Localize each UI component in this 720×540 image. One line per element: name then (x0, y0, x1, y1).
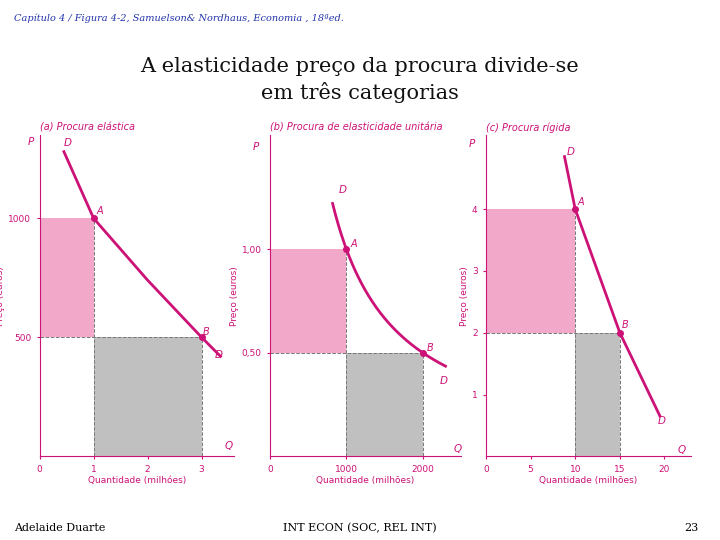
Text: (c) Procura rígida: (c) Procura rígida (486, 123, 570, 133)
Bar (270, 249, 346, 353)
Text: A: A (351, 239, 358, 249)
X-axis label: Quantidade (milhões): Quantidade (milhões) (539, 476, 638, 485)
Text: B: B (427, 342, 434, 353)
Text: P: P (27, 137, 34, 146)
Text: (a) Procura elástica: (a) Procura elástica (40, 123, 135, 133)
Text: D: D (338, 185, 346, 195)
Text: A elasticidade preço da procura divide-se
em três categorias: A elasticidade preço da procura divide-s… (140, 57, 580, 103)
Bar (486, 209, 575, 333)
Text: Adelaide Duarte: Adelaide Duarte (14, 523, 106, 533)
Text: Q: Q (453, 444, 462, 454)
Bar (40, 218, 94, 338)
Y-axis label: Preço (euros): Preço (euros) (460, 266, 469, 326)
Text: A: A (96, 206, 104, 215)
Text: D: D (440, 376, 448, 386)
Text: Capítulo 4 / Figura 4-2, Samuelson& Nordhaus, Economia , 18ªed.: Capítulo 4 / Figura 4-2, Samuelson& Nord… (14, 14, 344, 23)
Text: P: P (253, 141, 258, 152)
Bar (346, 353, 423, 456)
Y-axis label: Preço (euros): Preço (euros) (0, 266, 6, 326)
Text: D: D (215, 349, 223, 360)
Text: D: D (567, 147, 575, 157)
Text: (b) Procura de elasticidade unitária: (b) Procura de elasticidade unitária (270, 123, 443, 133)
Text: Q: Q (225, 441, 233, 451)
Text: D: D (658, 416, 666, 426)
Text: B: B (621, 320, 629, 330)
Bar (575, 333, 620, 456)
Bar (94, 338, 202, 456)
X-axis label: Quantidade (milhóes): Quantidade (milhóes) (88, 476, 186, 485)
Text: P: P (469, 139, 475, 150)
Text: Q: Q (678, 445, 686, 455)
Text: INT ECON (SOC, REL INT): INT ECON (SOC, REL INT) (283, 523, 437, 533)
X-axis label: Quantidade (milhões): Quantidade (milhões) (316, 476, 415, 485)
Text: 23: 23 (684, 523, 698, 533)
Y-axis label: Preço (euros): Preço (euros) (230, 266, 239, 326)
Text: D: D (63, 138, 71, 148)
Text: B: B (203, 327, 210, 337)
Text: A: A (578, 197, 585, 207)
